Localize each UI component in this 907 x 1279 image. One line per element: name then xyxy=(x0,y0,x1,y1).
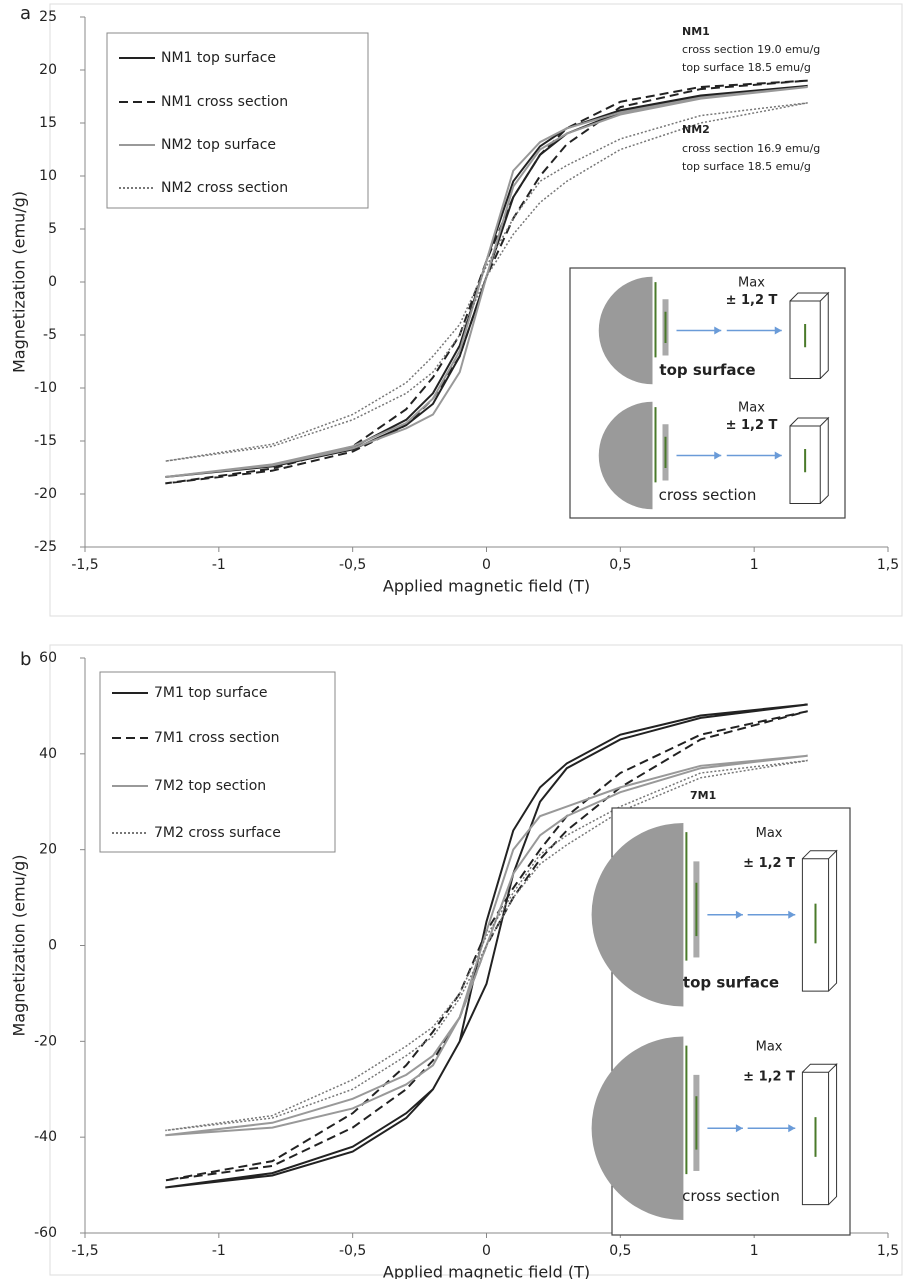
legend-box xyxy=(106,32,369,209)
legend-label: NM1 cross section xyxy=(161,94,288,110)
arrow-head xyxy=(774,326,782,335)
x-tick-label: 0 xyxy=(482,1243,491,1259)
arrow-head xyxy=(735,1124,743,1133)
y-axis-label: Magnetization (emu/g) xyxy=(10,191,29,373)
data-line xyxy=(165,79,808,485)
annotation: NM2 xyxy=(682,123,710,136)
y-tick-label: -20 xyxy=(34,1033,57,1049)
annotation: cross section 16.9 emu/g xyxy=(682,142,820,155)
magnet-half xyxy=(591,1036,684,1221)
panel-frame xyxy=(49,644,903,1276)
x-tick-label: -0,5 xyxy=(339,557,366,573)
inset-label: top surface xyxy=(683,974,779,992)
legend-label: NM1 top surface xyxy=(161,50,276,66)
y-tick-label: -60 xyxy=(34,1225,57,1241)
inset-label: Max xyxy=(738,401,765,416)
y-tick-label: 10 xyxy=(39,168,57,184)
y-tick-label: 20 xyxy=(39,62,57,78)
inset-label: Max xyxy=(756,826,783,841)
arrow-head xyxy=(774,451,782,460)
cube xyxy=(789,416,830,504)
y-tick-label: 20 xyxy=(39,842,57,858)
inset-label: top surface xyxy=(659,361,755,379)
x-tick-label: 1,5 xyxy=(877,1243,899,1259)
x-tick-label: 1,5 xyxy=(877,557,899,573)
annotation: top surface 18.5 emu/g xyxy=(682,61,811,74)
cube xyxy=(801,1062,838,1206)
y-tick-label: -25 xyxy=(34,539,57,555)
x-tick-label: -1 xyxy=(212,557,226,573)
y-tick-label: 5 xyxy=(48,221,57,237)
arrow-head xyxy=(714,326,722,335)
x-tick-label: 0,5 xyxy=(609,557,631,573)
y-tick-label: 15 xyxy=(39,115,57,131)
legend-label: 7M2 top section xyxy=(154,778,266,794)
inset-label: cross section xyxy=(659,486,757,504)
y-tick-label: 25 xyxy=(39,9,57,25)
cube xyxy=(789,291,830,379)
cube xyxy=(801,849,838,992)
panel-label: a xyxy=(20,3,31,24)
legend-label: 7M1 cross section xyxy=(154,730,280,746)
y-tick-label: 0 xyxy=(48,274,57,290)
inset-label: ± 1,2 T xyxy=(743,856,795,871)
inset-label: Max xyxy=(738,276,765,291)
x-axis-label: Applied magnetic field (T) xyxy=(383,577,590,596)
legend-box xyxy=(99,671,336,853)
legend-label: NM2 top surface xyxy=(161,137,276,153)
x-tick-label: 0,5 xyxy=(609,1243,631,1259)
y-tick-label: -15 xyxy=(34,433,57,449)
panel-frame xyxy=(49,3,903,617)
inset-label: cross section xyxy=(682,1187,780,1205)
inset-label: ± 1,2 T xyxy=(726,418,778,433)
legend-label: 7M1 top surface xyxy=(154,685,267,701)
y-tick-label: -40 xyxy=(34,1129,57,1145)
magnet-half xyxy=(591,822,684,1007)
y-tick-label: -10 xyxy=(34,380,57,396)
data-line xyxy=(165,754,808,1137)
magnet-half xyxy=(598,276,653,385)
x-tick-label: 1 xyxy=(750,557,759,573)
magnet-half xyxy=(598,401,653,510)
data-line xyxy=(165,759,808,1132)
arrow-head xyxy=(788,910,796,919)
x-tick-label: 0 xyxy=(482,557,491,573)
annotation: NM1 xyxy=(682,25,710,38)
inset-label: ± 1,2 T xyxy=(743,1070,795,1085)
x-axis-label: Applied magnetic field (T) xyxy=(383,1263,590,1279)
x-tick-label: -1 xyxy=(212,1243,226,1259)
x-tick-label: 1 xyxy=(750,1243,759,1259)
y-tick-label: 40 xyxy=(39,746,57,762)
annotation: 7M1 xyxy=(690,789,716,802)
legend-label: NM2 cross section xyxy=(161,180,288,196)
annotation: cross section 19.0 emu/g xyxy=(682,43,820,56)
inset-label: Max xyxy=(756,1040,783,1055)
annotation: top surface 18.5 emu/g xyxy=(682,160,811,173)
y-tick-label: -20 xyxy=(34,486,57,502)
arrow-head xyxy=(714,451,722,460)
inset-label: ± 1,2 T xyxy=(726,293,778,308)
y-tick-label: 0 xyxy=(48,938,57,954)
data-line xyxy=(165,85,808,479)
x-tick-label: -1,5 xyxy=(71,557,98,573)
y-tick-label: 60 xyxy=(39,650,57,666)
x-tick-label: -0,5 xyxy=(339,1243,366,1259)
panel-label: b xyxy=(20,649,31,670)
legend-label: 7M2 cross surface xyxy=(154,825,281,841)
data-line xyxy=(165,710,808,1182)
arrow-head xyxy=(788,1124,796,1133)
arrow-head xyxy=(735,910,743,919)
y-tick-label: -5 xyxy=(43,327,57,343)
y-axis-label: Magnetization (emu/g) xyxy=(10,854,29,1036)
x-tick-label: -1,5 xyxy=(71,1243,98,1259)
